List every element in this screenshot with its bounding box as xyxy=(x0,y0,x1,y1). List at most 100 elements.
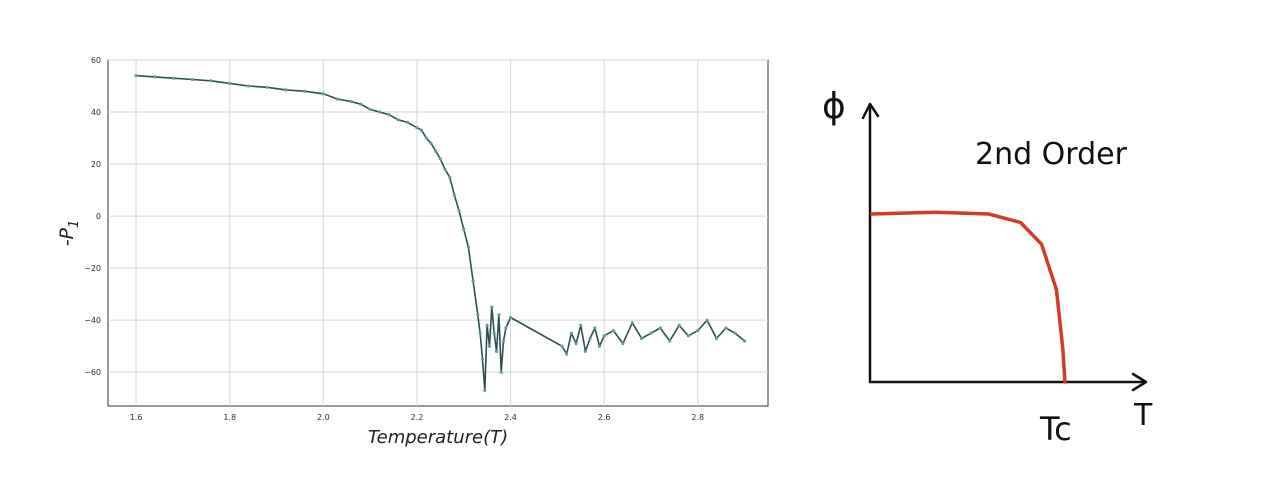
data-point xyxy=(649,331,653,335)
data-point xyxy=(228,81,232,85)
data-point xyxy=(377,110,382,114)
data-point xyxy=(457,209,461,213)
data-point xyxy=(485,323,489,327)
data-point xyxy=(640,336,644,340)
data-point xyxy=(171,76,176,80)
data-point xyxy=(443,167,447,171)
data-point xyxy=(284,88,288,92)
grid-lines xyxy=(108,59,768,406)
data-point xyxy=(480,357,485,361)
data-point xyxy=(153,75,157,79)
data-point xyxy=(509,315,513,320)
data-point xyxy=(321,92,325,96)
data-point xyxy=(434,149,438,153)
data-point xyxy=(478,331,482,335)
data-point xyxy=(579,323,583,327)
data-point xyxy=(471,279,475,283)
data-point xyxy=(583,349,588,353)
data-point xyxy=(134,74,138,78)
sketch-second-order-transition: ϕ 2nd Order Tc T xyxy=(822,86,1153,448)
data-point xyxy=(569,331,574,335)
sketch-x-arrowhead xyxy=(1131,372,1148,392)
data-point xyxy=(406,120,410,124)
y-axis-label: -P1 xyxy=(56,220,82,247)
plot-area-frame xyxy=(107,59,769,407)
data-point xyxy=(560,344,564,348)
x-axis-label: Temperature(T) xyxy=(368,427,508,448)
tick-labels: 1.6 1.8 2.0 2.2 2.4 2.6 2.8 60 40 20 0 −20 −40 −60 xyxy=(84,56,704,422)
data-point xyxy=(621,342,625,346)
data-point xyxy=(686,334,691,338)
data-point xyxy=(602,334,606,338)
y-tick-label: 0 xyxy=(96,212,101,221)
x-tick-label: 1.8 xyxy=(223,413,236,422)
sketch-y-label: ϕ xyxy=(822,86,846,127)
data-point xyxy=(265,85,269,89)
data-point xyxy=(733,331,737,335)
data-point xyxy=(396,118,400,122)
x-tick-label: 2.8 xyxy=(691,413,704,422)
sketch-title: 2nd Order xyxy=(975,137,1128,172)
data-point xyxy=(452,193,456,197)
data-point xyxy=(476,313,480,317)
data-point xyxy=(611,329,616,333)
y-tick-label: −60 xyxy=(84,368,101,377)
series-layer xyxy=(134,74,747,392)
data-point xyxy=(462,227,466,231)
sketch-tc-label: Tc xyxy=(1039,410,1072,448)
data-point xyxy=(668,339,672,343)
data-point xyxy=(574,342,578,346)
data-point xyxy=(497,313,501,317)
plot-temperature-vs-p1: 1.6 1.8 2.0 2.2 2.4 2.6 2.8 60 40 20 0 −20 −40 −60 Te… xyxy=(56,56,769,448)
data-point xyxy=(190,77,194,82)
data-point xyxy=(335,97,339,101)
data-point xyxy=(487,344,492,348)
order-parameter-curve xyxy=(870,210,1067,384)
data-point xyxy=(696,329,700,333)
data-point xyxy=(387,113,391,117)
data-point xyxy=(424,136,428,140)
x-tick-label: 2.2 xyxy=(411,413,424,422)
data-point xyxy=(438,157,442,161)
data-point xyxy=(501,339,506,343)
data-point xyxy=(504,326,508,330)
data-point xyxy=(359,102,363,106)
data-point xyxy=(658,326,662,330)
y-tick-label: 20 xyxy=(91,160,101,169)
sketch-y-arrowhead xyxy=(861,102,880,120)
x-tick-label: 2.0 xyxy=(317,413,330,422)
y-tick-label: 60 xyxy=(91,56,101,65)
data-point xyxy=(494,349,499,353)
x-tick-label: 1.6 xyxy=(130,413,143,422)
data-point xyxy=(420,128,424,132)
x-tick-label: 2.4 xyxy=(504,413,517,422)
data-point xyxy=(303,89,307,93)
data-point xyxy=(677,323,681,327)
data-point xyxy=(429,141,433,145)
data-point xyxy=(588,336,592,340)
data-point xyxy=(593,326,597,330)
y-tick-label: −40 xyxy=(84,316,101,325)
data-point xyxy=(724,326,728,330)
x-tick-label: 2.6 xyxy=(598,413,611,422)
data-point xyxy=(368,107,372,111)
data-point xyxy=(415,126,419,130)
data-point xyxy=(630,321,634,325)
data-point xyxy=(349,100,353,104)
sketch-x-label: T xyxy=(1133,398,1153,433)
data-point xyxy=(448,175,452,179)
data-point xyxy=(565,352,569,356)
data-point xyxy=(490,305,494,309)
y-axis-label-main: -P xyxy=(56,227,78,246)
data-point xyxy=(597,344,602,348)
data-point xyxy=(499,370,503,374)
y-axis-label-subscript: 1 xyxy=(67,220,82,228)
data-point xyxy=(209,79,213,83)
data-point xyxy=(714,336,719,340)
y-tick-label: 40 xyxy=(91,108,101,117)
data-point xyxy=(705,318,709,322)
data-point xyxy=(466,245,470,249)
data-point xyxy=(492,331,496,335)
data-point xyxy=(483,388,487,392)
